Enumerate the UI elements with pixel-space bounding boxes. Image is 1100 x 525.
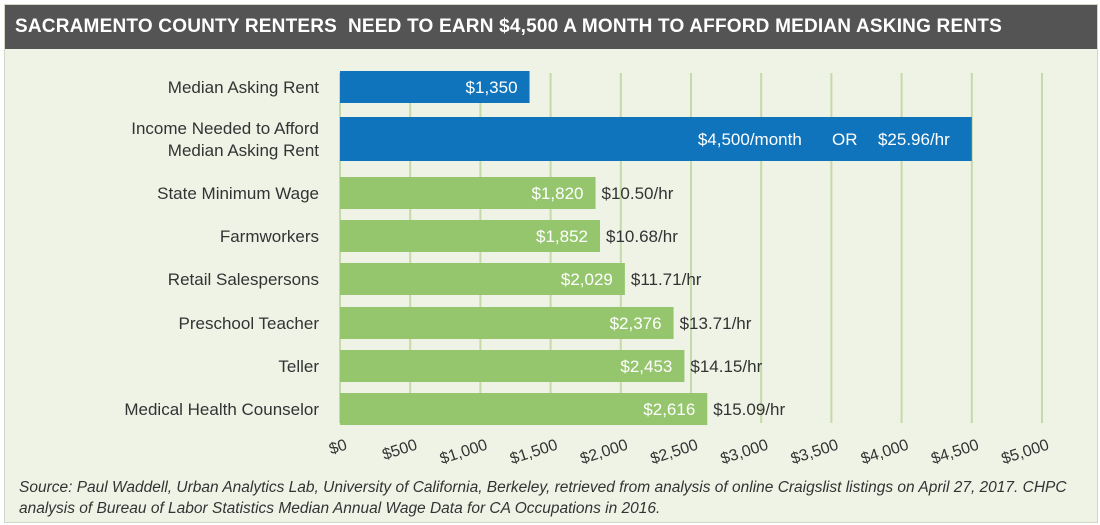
x-tick-label: $500 xyxy=(380,437,419,464)
category-label: Income Needed to Afford xyxy=(131,119,319,138)
value-label: $2,453 xyxy=(620,357,672,376)
or-separator: OR xyxy=(832,130,858,149)
x-tick-label: $1,500 xyxy=(508,437,560,468)
bar xyxy=(340,393,708,425)
hourly-wage-label: $10.50/hr xyxy=(602,184,674,203)
bar xyxy=(340,220,601,252)
value-label: $2,376 xyxy=(610,314,662,333)
bar xyxy=(340,117,972,161)
bar-chart: Median Asking Rent $1,350 Income Needed to… xyxy=(124,71,1051,468)
x-tick-label: $0 xyxy=(327,437,349,459)
category-label: Median Asking Rent xyxy=(168,141,319,160)
x-tick-label: $4,000 xyxy=(859,437,911,468)
bar xyxy=(340,307,674,339)
chart-title: SACRAMENTO COUNTY RENTERS NEED TO EARN $… xyxy=(5,5,1097,49)
value-label: $1,820 xyxy=(532,184,584,203)
x-tick-label: $2,000 xyxy=(578,437,630,468)
category-label: Teller xyxy=(278,357,319,376)
value-label: $2,616 xyxy=(643,400,695,419)
bar xyxy=(340,71,530,103)
category-label: Preschool Teacher xyxy=(179,314,320,333)
hourly-wage-label: $10.68/hr xyxy=(606,227,678,246)
bar xyxy=(340,263,625,295)
value-label: $2,029 xyxy=(561,270,613,289)
extra-value-label: $25.96/hr xyxy=(878,130,950,149)
hourly-wage-label: $13.71/hr xyxy=(680,314,752,333)
category-label: State Minimum Wage xyxy=(157,184,319,203)
value-label: $4,500/month xyxy=(698,130,802,149)
x-tick-label: $4,500 xyxy=(929,437,981,468)
value-label: $1,350 xyxy=(466,78,518,97)
value-label: $1,852 xyxy=(536,227,588,246)
source-note: Source: Paul Waddell, Urban Analytics La… xyxy=(19,479,1067,517)
x-tick-label: $1,000 xyxy=(438,437,490,468)
x-tick-label: $3,000 xyxy=(719,437,771,468)
x-tick-label: $2,500 xyxy=(648,437,700,468)
bar xyxy=(340,177,596,209)
x-tick-label: $3,500 xyxy=(789,437,841,468)
chart-panel: SACRAMENTO COUNTY RENTERS NEED TO EARN $… xyxy=(4,4,1098,523)
category-label: Farmworkers xyxy=(220,227,319,246)
category-label: Retail Salespersons xyxy=(168,270,319,289)
category-label: Median Asking Rent xyxy=(168,78,319,97)
hourly-wage-label: $15.09/hr xyxy=(713,400,785,419)
category-label: Medical Health Counselor xyxy=(124,400,319,419)
x-tick-label: $5,000 xyxy=(999,437,1051,468)
hourly-wage-label: $11.71/hr xyxy=(631,270,702,289)
hourly-wage-label: $14.15/hr xyxy=(690,357,762,376)
bar xyxy=(340,350,685,382)
